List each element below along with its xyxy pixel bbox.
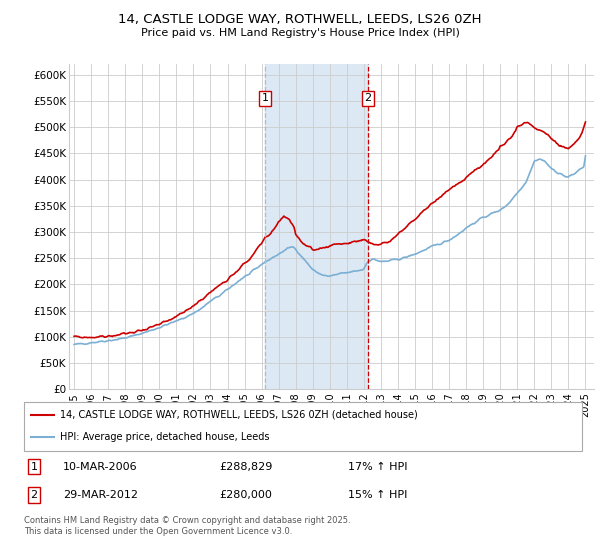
Text: 15% ↑ HPI: 15% ↑ HPI bbox=[347, 490, 407, 500]
Text: 17% ↑ HPI: 17% ↑ HPI bbox=[347, 461, 407, 472]
Text: Contains HM Land Registry data © Crown copyright and database right 2025.
This d: Contains HM Land Registry data © Crown c… bbox=[24, 516, 350, 536]
Text: 2: 2 bbox=[31, 490, 38, 500]
Text: 14, CASTLE LODGE WAY, ROTHWELL, LEEDS, LS26 0ZH (detached house): 14, CASTLE LODGE WAY, ROTHWELL, LEEDS, L… bbox=[60, 410, 418, 420]
Text: 10-MAR-2006: 10-MAR-2006 bbox=[63, 461, 137, 472]
Text: 14, CASTLE LODGE WAY, ROTHWELL, LEEDS, LS26 0ZH: 14, CASTLE LODGE WAY, ROTHWELL, LEEDS, L… bbox=[118, 13, 482, 26]
Bar bbox=[265, 64, 368, 389]
Text: Price paid vs. HM Land Registry's House Price Index (HPI): Price paid vs. HM Land Registry's House … bbox=[140, 28, 460, 38]
Text: £288,829: £288,829 bbox=[220, 461, 272, 472]
Text: 1: 1 bbox=[31, 461, 38, 472]
Text: £280,000: £280,000 bbox=[220, 490, 272, 500]
Text: 1: 1 bbox=[262, 94, 268, 104]
Text: HPI: Average price, detached house, Leeds: HPI: Average price, detached house, Leed… bbox=[60, 432, 270, 442]
Text: 2: 2 bbox=[364, 94, 371, 104]
Text: 29-MAR-2012: 29-MAR-2012 bbox=[63, 490, 138, 500]
